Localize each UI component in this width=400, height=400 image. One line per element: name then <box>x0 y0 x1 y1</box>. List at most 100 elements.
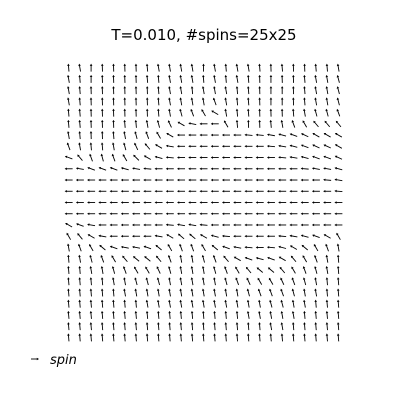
spin-arrow <box>177 223 185 226</box>
spin-arrow-head <box>67 86 70 88</box>
spin-arrow-shaft <box>293 121 295 127</box>
spin-arrow-head <box>78 300 81 302</box>
spin-arrow-head <box>247 322 250 324</box>
spin-arrow-shaft <box>247 279 250 285</box>
spin-arrow <box>222 224 230 227</box>
spin-arrow <box>99 167 107 170</box>
spin-arrow-head <box>256 167 258 170</box>
spin-arrow <box>101 142 104 150</box>
spin-arrow <box>224 277 227 285</box>
spin-arrow <box>78 333 81 341</box>
spin-arrow <box>244 224 252 227</box>
spin-arrow-shaft <box>214 87 215 94</box>
spin-arrow-shaft <box>125 121 126 128</box>
spin-arrow-head <box>157 300 160 302</box>
spin-arrow-head <box>258 86 261 88</box>
spin-arrow <box>101 154 104 162</box>
spin-arrow-shaft <box>268 258 274 260</box>
spin-arrow-head <box>314 75 317 77</box>
spin-arrow-head <box>202 277 205 279</box>
spin-arrow-head <box>303 322 306 324</box>
spin-arrow <box>278 133 286 136</box>
spin-arrow-head <box>337 255 340 257</box>
spin-arrow-head <box>256 134 258 137</box>
spin-arrow-shaft <box>316 301 317 308</box>
spin-arrow-shaft <box>282 335 283 342</box>
spin-arrow <box>90 131 93 139</box>
spin-arrow-head <box>281 109 284 111</box>
spin-arrow <box>155 235 163 238</box>
spin-arrow-head <box>247 97 250 99</box>
spin-arrow <box>101 120 104 128</box>
spin-arrow <box>236 288 239 296</box>
spin-arrow <box>145 131 148 139</box>
spin-arrow <box>256 235 264 238</box>
spin-arrow <box>112 154 115 162</box>
spin-arrow <box>325 244 328 252</box>
spin-arrow-shaft <box>80 323 81 330</box>
spin-arrow-shaft <box>180 110 182 116</box>
spin-arrow <box>188 190 196 193</box>
spin-arrow-shaft <box>91 335 92 342</box>
spin-arrow-head <box>200 123 202 126</box>
spin-arrow <box>67 143 70 151</box>
spin-arrow-shaft <box>169 290 170 297</box>
legend-spin-arrow-head <box>37 358 39 361</box>
spin-arrow-shaft <box>203 76 204 83</box>
spin-arrow-shaft <box>280 257 286 260</box>
spin-arrow-head <box>211 167 213 170</box>
spin-arrow-shaft <box>316 323 317 330</box>
spin-arrow-shaft <box>113 290 114 297</box>
spin-arrow <box>247 86 250 94</box>
spin-arrow-head <box>112 86 115 88</box>
spin-arrow-head <box>143 179 145 182</box>
spin-arrow-head <box>256 201 258 204</box>
spin-arrow <box>233 167 241 170</box>
spin-arrow-shaft <box>147 121 148 128</box>
spin-arrow-head <box>191 333 194 335</box>
spin-arrow-head <box>191 322 194 324</box>
spin-arrow <box>110 235 118 238</box>
spin-arrow <box>90 64 93 72</box>
spin-arrow <box>200 212 208 215</box>
spin-arrow <box>177 145 185 148</box>
spin-arrow <box>191 266 194 274</box>
spin-arrow-head <box>101 277 104 279</box>
spin-arrow <box>278 201 286 204</box>
spin-arrow-shaft <box>338 88 340 94</box>
spin-arrow-shaft <box>248 335 249 342</box>
spin-arrow-shaft <box>113 312 114 319</box>
spin-arrow-shaft <box>113 335 114 342</box>
spin-arrow-shaft <box>101 256 103 262</box>
spin-arrow-shaft <box>237 110 238 117</box>
spin-arrow <box>110 246 118 249</box>
spin-arrow-head <box>191 300 194 302</box>
spin-arrow-head <box>200 201 202 204</box>
spin-arrow <box>121 235 129 238</box>
spin-arrow-head <box>112 277 115 279</box>
spin-arrow <box>122 256 127 262</box>
spin-arrow-head <box>213 266 216 268</box>
spin-arrow <box>303 266 306 274</box>
spin-arrow-head <box>112 64 115 66</box>
spin-arrow-head <box>225 322 228 324</box>
spin-arrow <box>168 75 171 83</box>
spin-arrow <box>101 97 104 105</box>
spin-arrow-head <box>177 156 179 159</box>
spin-arrow-head <box>334 224 336 227</box>
spin-arrow-head <box>135 97 138 99</box>
spin-arrow-shaft <box>147 323 148 330</box>
spin-arrow-head <box>314 311 317 313</box>
spin-arrow <box>202 300 205 308</box>
spin-arrow-head <box>123 86 126 88</box>
spin-arrow-shaft <box>271 121 272 128</box>
spin-arrow-head <box>98 235 100 238</box>
spin-arrow-shaft <box>91 323 92 330</box>
spin-arrow <box>211 201 219 204</box>
spin-arrow-head <box>98 224 100 227</box>
spin-arrow-shaft <box>268 146 275 147</box>
spin-arrow <box>134 277 137 285</box>
spin-arrow <box>336 121 341 127</box>
spin-arrow-head <box>222 224 224 227</box>
spin-arrow-shaft <box>113 323 114 330</box>
